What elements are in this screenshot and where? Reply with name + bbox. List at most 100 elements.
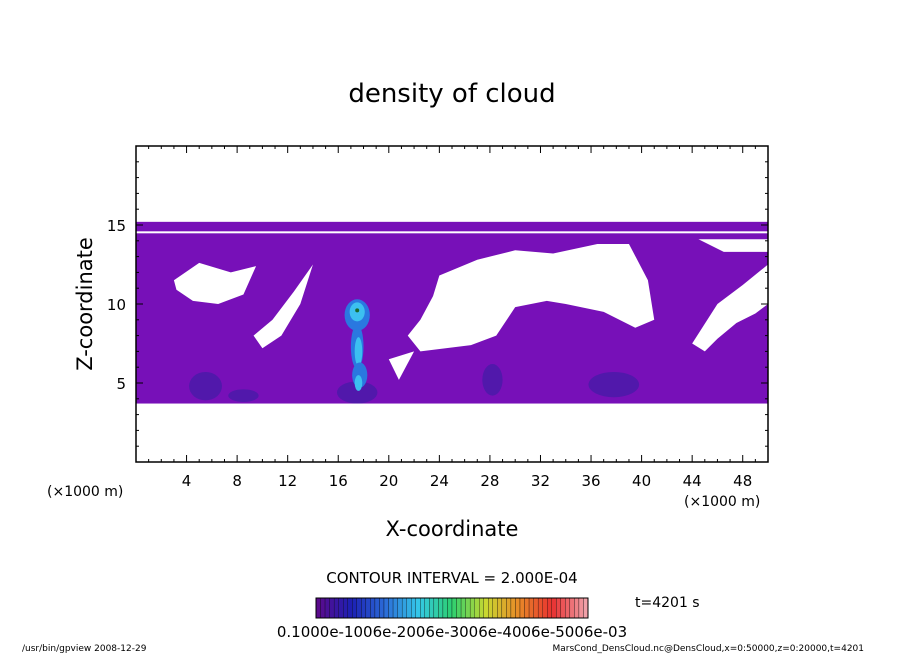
colorbar-swatch — [519, 597, 525, 619]
colorbar-swatch — [574, 597, 580, 619]
clear-region — [253, 264, 313, 349]
colorbar-swatch — [556, 597, 561, 619]
y-tick-label: 10 — [107, 296, 126, 314]
clear-region — [698, 239, 768, 252]
colorbar-swatch — [420, 597, 425, 619]
x-tick-label: 8 — [232, 472, 242, 490]
colorbar-swatch — [433, 597, 439, 619]
x-tick-label: 4 — [182, 472, 192, 490]
colorbar-swatch — [333, 597, 339, 619]
clear-region — [407, 243, 655, 352]
colorbar-swatch — [379, 597, 385, 619]
colorbar-labels: 0.1000e-1006e-2006e-3006e-4006e-5006e-03 — [277, 623, 627, 641]
colorbar-swatch — [492, 597, 498, 619]
colorbar-swatches — [315, 597, 589, 619]
colorbar-swatch — [510, 597, 516, 619]
x-tick-label: 40 — [632, 472, 651, 490]
colorbar-swatch — [488, 597, 493, 619]
colorbar-swatch — [324, 597, 330, 619]
colorbar-swatch — [479, 597, 484, 619]
x-tick-label: 16 — [329, 472, 348, 490]
colorbar-swatch — [501, 597, 507, 619]
colorbar-swatch — [583, 597, 589, 619]
colorbar-swatch — [429, 597, 435, 619]
dense-pocket — [189, 371, 222, 401]
colorbar-swatch — [424, 597, 430, 619]
footer-left: /usr/bin/gpview 2008-12-29 — [22, 644, 147, 654]
colorbar-swatch — [474, 597, 480, 619]
colorbar-swatch — [537, 597, 543, 619]
colorbar-swatch — [515, 597, 521, 619]
colorbar-swatch — [524, 597, 530, 619]
colorbar-swatch — [483, 597, 489, 619]
colorbar-swatch — [465, 597, 471, 619]
x-unit-label: (×1000 m) — [684, 494, 760, 510]
cloud-gap-line — [136, 231, 768, 234]
y-tick-label: 15 — [107, 217, 126, 235]
colorbar-swatch — [370, 597, 376, 619]
colorbar-swatch — [338, 597, 344, 619]
colorbar-swatch — [551, 597, 557, 619]
colorbar-swatch — [447, 597, 453, 619]
x-tick-label: 12 — [278, 472, 297, 490]
clear-region — [173, 262, 257, 304]
colorbar-swatch — [569, 597, 575, 619]
chart-title: density of cloud — [348, 79, 555, 109]
colorbar-swatch — [451, 597, 457, 619]
x-ticks: 4 8 12 16 20 24 28 32 36 40 44 48 — [148, 146, 756, 490]
colorbar-swatch — [565, 597, 571, 619]
colorbar: 0.1000e-1006e-2006e-3006e-4006e-5006e-03 — [277, 597, 627, 641]
colorbar-swatch — [329, 597, 335, 619]
colorbar-swatch — [469, 597, 475, 619]
colorbar-swatch — [542, 597, 548, 619]
colorbar-swatch — [533, 597, 539, 619]
x-axis-label: X-coordinate — [386, 517, 519, 541]
z-unit-label: (×1000 m) — [47, 484, 123, 500]
x-tick-label: 24 — [430, 472, 449, 490]
colorbar-swatch — [528, 597, 534, 619]
colorbar-swatch — [560, 597, 566, 619]
colorbar-swatch — [401, 597, 407, 619]
colorbar-frame — [315, 597, 589, 619]
y-axis-label: Z-coordinate — [73, 237, 97, 371]
colorbar-swatch — [578, 597, 584, 619]
colorbar-swatch — [506, 597, 512, 619]
x-tick-label: 28 — [480, 472, 499, 490]
colorbar-swatch — [442, 597, 448, 619]
x-tick-label: 44 — [683, 472, 702, 490]
plume-blob — [354, 337, 363, 366]
dense-pocket — [588, 371, 640, 398]
colorbar-swatch — [415, 597, 421, 619]
colorbar-swatch — [392, 597, 398, 619]
colorbar-swatch — [361, 597, 367, 619]
x-tick-label: 32 — [531, 472, 550, 490]
colorbar-swatch — [383, 597, 389, 619]
dense-pocket — [482, 364, 503, 396]
density-field — [136, 221, 768, 404]
x-tick-label: 48 — [733, 472, 752, 490]
x-tick-label: 20 — [379, 472, 398, 490]
colorbar-swatch — [374, 597, 380, 619]
dense-pocket — [336, 381, 378, 404]
colorbar-swatch — [406, 597, 412, 619]
y-ticks: 5 10 15 — [107, 161, 768, 447]
colorbar-swatch — [347, 597, 353, 619]
clear-region — [388, 351, 415, 380]
plume-blob — [354, 375, 363, 391]
clear-region — [692, 264, 768, 352]
contour-interval-label: CONTOUR INTERVAL = 2.000E-04 — [326, 569, 577, 587]
y-tick-label: 5 — [116, 375, 126, 393]
colorbar-swatch — [352, 597, 357, 619]
colorbar-swatch — [315, 597, 321, 619]
colorbar-swatch — [438, 597, 444, 619]
colorbar-swatch — [343, 597, 348, 619]
colorbar-swatch — [497, 597, 503, 619]
time-label: t=4201 s — [635, 595, 700, 611]
plume-peak-marker — [355, 308, 360, 313]
colorbar-swatch — [356, 597, 362, 619]
colorbar-swatch — [547, 597, 552, 619]
dense-pocket — [228, 389, 259, 402]
x-tick-label: 36 — [581, 472, 600, 490]
